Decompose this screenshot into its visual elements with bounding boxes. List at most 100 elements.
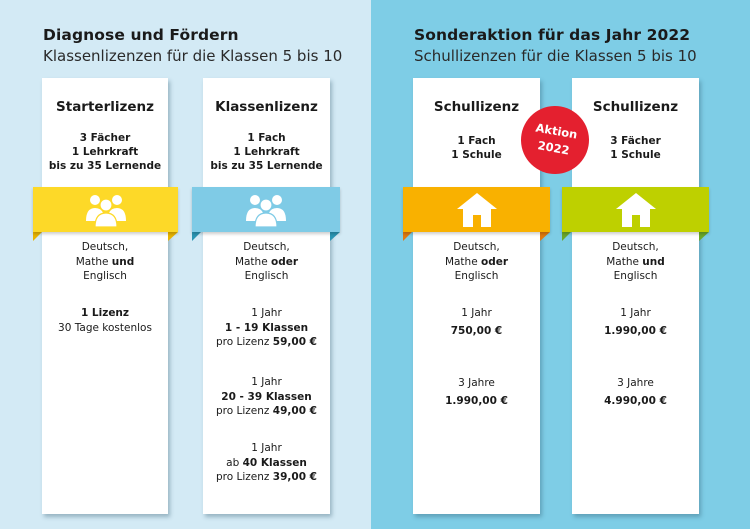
tier-duration: 3 Jahre: [617, 377, 654, 389]
ribbon-fold: [33, 232, 42, 241]
people-group-icon: [246, 194, 286, 227]
feature: 1 Schule: [610, 149, 661, 161]
subject-conjunction: und: [642, 255, 665, 268]
ribbon-schullizenz-3-faecher: [562, 187, 709, 232]
tier-price: 59,00 €: [272, 336, 317, 348]
license-card-klassenlizenz: Klassenlizenz 1 Fach 1 Lehrkraft bis zu …: [203, 78, 330, 514]
feature: bis zu 35 Lernende: [210, 160, 323, 172]
subject-conjunction: oder: [481, 255, 509, 268]
tier-per: pro Lizenz: [216, 471, 270, 483]
feature: 3 Fächer: [79, 132, 131, 144]
tier-duration: 1 Jahr: [620, 307, 651, 319]
tier-range-line: ab 40 Klassen: [203, 456, 330, 471]
subject-line: Mathe oder: [203, 255, 330, 270]
card-title: Klassenlizenz: [215, 99, 318, 115]
subject-text: Mathe: [75, 255, 109, 268]
tier-price: 1.990,00 €: [445, 394, 508, 407]
ribbon-fold: [192, 232, 201, 241]
card-title: Starterlizenz: [56, 99, 154, 115]
right-section-title: Sonderaktion für das Jahr 2022: [414, 26, 691, 44]
pricing-tier: 1 Jahr 1 - 19 Klassen pro Lizenz 59,00 €: [203, 306, 330, 350]
tier-duration: 1 Jahr: [251, 376, 282, 388]
tier-duration: 1 Jahr: [251, 307, 282, 319]
right-section-subtitle: Schullizenzen für die Klassen 5 bis 10: [414, 47, 697, 65]
feature: 1 Fach: [457, 135, 496, 147]
card-features: 1 Fach 1 Schule: [413, 134, 540, 162]
ribbon-fold: [699, 232, 709, 241]
subject-line: Mathe oder: [413, 255, 540, 270]
card-subjects: Deutsch, Mathe oder Englisch: [203, 240, 330, 284]
card-title: Schullizenz: [433, 99, 520, 115]
subject-line: Deutsch,: [612, 241, 659, 253]
subject-line: Mathe und: [572, 255, 699, 270]
tier-price-line: pro Lizenz 49,00 €: [203, 404, 330, 419]
tier-price: 49,00 €: [272, 405, 317, 417]
tier-range: 1 - 19 Klassen: [224, 321, 309, 334]
pricing-block: 1 Lizenz 30 Tage kostenlos: [42, 306, 168, 335]
pricing-tier: 1 Jahr 750,00 €: [413, 306, 540, 338]
tier-range: 20 - 39 Klassen: [221, 390, 312, 403]
tier-price-line: pro Lizenz 39,00 €: [203, 470, 330, 485]
subject-text: Mathe: [444, 255, 478, 268]
card-features: 1 Fach 1 Lehrkraft bis zu 35 Lernende: [203, 131, 330, 173]
trial-info: 30 Tage kostenlos: [58, 321, 152, 334]
pricing-tier: 1 Jahr 20 - 39 Klassen pro Lizenz 49,00 …: [203, 375, 330, 419]
tier-price: 39,00 €: [272, 471, 317, 483]
tier-per: pro Lizenz: [216, 336, 270, 348]
ribbon-fold: [330, 232, 340, 241]
ribbon-fold: [168, 232, 178, 241]
feature: 3 Fächer: [610, 135, 661, 147]
license-card-starterlizenz: Starterlizenz 3 Fächer 1 Lehrkraft bis z…: [42, 78, 168, 514]
card-features: 3 Fächer 1 Schule: [572, 134, 699, 162]
tier-per: pro Lizenz: [216, 405, 270, 417]
license-card-schullizenz-3-faecher: Schullizenz 3 Fächer 1 Schule Deutsch, M…: [572, 78, 699, 514]
pricing-tier: 1 Jahr ab 40 Klassen pro Lizenz 39,00 €: [203, 441, 330, 485]
subject-line: Englisch: [244, 270, 289, 282]
subject-text: Mathe: [234, 255, 268, 268]
card-title: Schullizenz: [592, 99, 679, 115]
tier-duration: 1 Jahr: [251, 442, 282, 454]
house-icon: [456, 192, 497, 227]
subject-line: Deutsch,: [453, 241, 500, 253]
card-features: 3 Fächer 1 Lehrkraft bis zu 35 Lernende: [42, 131, 168, 173]
pricing-tier: 3 Jahre 1.990,00 €: [413, 376, 540, 408]
ribbon-fold: [562, 232, 571, 241]
subject-text: Mathe: [606, 255, 639, 268]
ribbon-klassenlizenz: [192, 187, 340, 232]
ribbon-fold: [403, 232, 412, 241]
subject-line: Englisch: [83, 270, 127, 282]
tier-price: 1.990,00 €: [604, 324, 667, 337]
feature: bis zu 35 Lernende: [48, 160, 162, 172]
feature: 1 Fach: [247, 132, 286, 144]
subject-conjunction: oder: [271, 255, 299, 268]
card-subjects: Deutsch, Mathe und Englisch: [42, 240, 168, 284]
card-subjects: Deutsch, Mathe und Englisch: [572, 240, 699, 284]
tier-duration: 1 Jahr: [461, 307, 492, 319]
tier-range-prefix: ab: [226, 456, 240, 469]
subject-conjunction: und: [111, 255, 135, 268]
house-icon: [615, 192, 656, 227]
pricing-tier: 3 Jahre 4.990,00 €: [572, 376, 699, 408]
subject-line: Deutsch,: [243, 241, 290, 253]
feature: 1 Lehrkraft: [71, 146, 139, 158]
feature: 1 Lehrkraft: [233, 146, 300, 158]
license-count: 1 Lizenz: [80, 307, 130, 319]
tier-price-line: pro Lizenz 59,00 €: [203, 335, 330, 350]
tier-duration: 3 Jahre: [458, 377, 495, 389]
feature: 1 Schule: [451, 149, 502, 161]
tier-price: 750,00 €: [450, 324, 503, 337]
subject-line: Englisch: [454, 270, 499, 282]
card-subjects: Deutsch, Mathe oder Englisch: [413, 240, 540, 284]
people-group-icon: [85, 194, 126, 227]
subject-line: Mathe und: [42, 255, 168, 270]
tier-price: 4.990,00 €: [604, 394, 667, 407]
tier-range: 40 Klassen: [242, 456, 307, 469]
ribbon-schullizenz-1-fach: [403, 187, 550, 232]
license-card-schullizenz-1-fach: Schullizenz 1 Fach 1 Schule Deutsch, Mat…: [413, 78, 540, 514]
left-section-subtitle: Klassenlizenzen für die Klassen 5 bis 10: [43, 47, 343, 65]
ribbon-starterlizenz: [33, 187, 178, 232]
pricing-tier: 1 Jahr 1.990,00 €: [572, 306, 699, 338]
subject-line: Deutsch,: [81, 241, 129, 253]
ribbon-fold: [540, 232, 550, 241]
subject-line: Englisch: [613, 270, 658, 282]
